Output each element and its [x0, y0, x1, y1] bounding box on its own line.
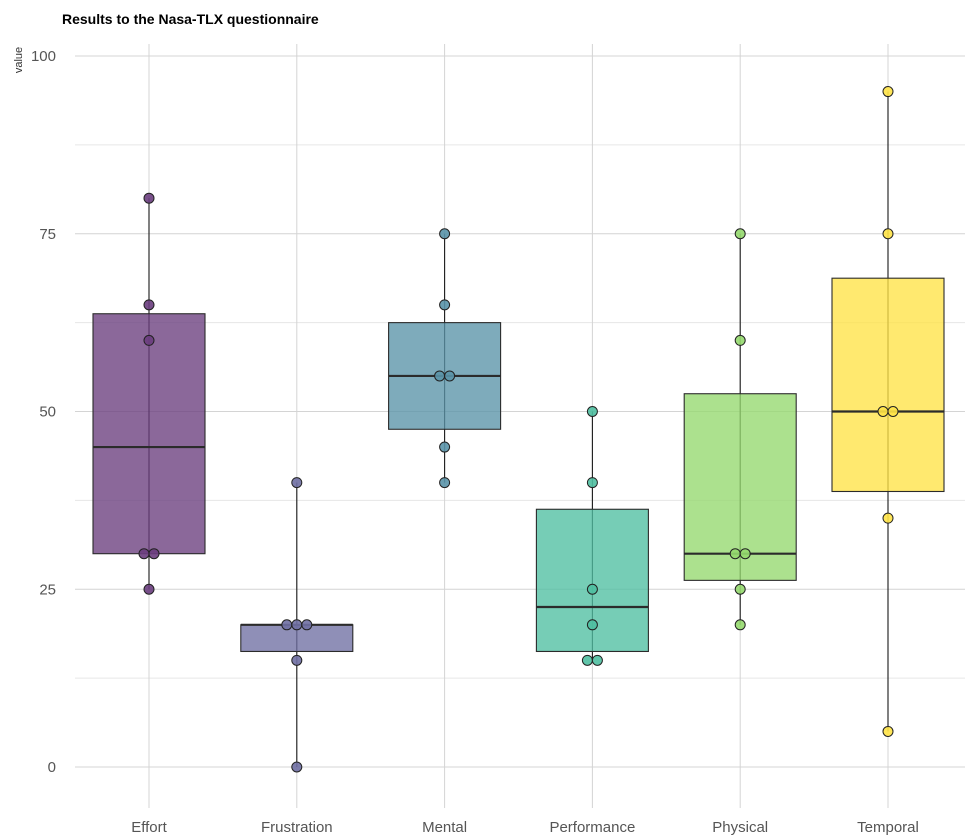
x-tick-label: Frustration: [261, 819, 333, 836]
data-point: [586, 583, 598, 595]
y-tick-label: 100: [31, 48, 56, 65]
data-point: [291, 619, 303, 631]
data-point: [887, 406, 899, 417]
data-point: [591, 654, 603, 666]
data-point: [281, 619, 293, 631]
axes: 0 25 50 75 100 Effort Frustration Mental Perform…: [31, 48, 919, 836]
data-point: [734, 619, 746, 631]
data-point: [143, 583, 155, 595]
data-point: [586, 406, 598, 417]
data-point: [734, 228, 746, 240]
data-point: [143, 192, 155, 204]
box-physical: [683, 393, 797, 581]
data-point: [148, 548, 160, 560]
data-point: [882, 725, 894, 737]
data-point: [729, 548, 741, 560]
data-point: [882, 228, 894, 240]
data-point: [877, 406, 889, 417]
box-temporal: [831, 277, 945, 493]
y-tick-label: 50: [39, 404, 56, 421]
x-tick-label: Effort: [131, 819, 167, 836]
data-point: [444, 370, 456, 382]
data-point: [143, 299, 155, 311]
data-points: [138, 86, 899, 773]
data-point: [882, 86, 894, 98]
data-point: [739, 548, 751, 560]
y-axis-label: value: [13, 47, 25, 73]
data-point: [434, 370, 446, 382]
data-point: [143, 334, 155, 346]
data-point: [734, 334, 746, 346]
data-point: [581, 654, 593, 666]
data-point: [586, 477, 598, 489]
boxes: [92, 91, 945, 767]
x-tick-label: Mental: [422, 819, 467, 836]
x-tick-label: Physical: [712, 819, 768, 836]
data-point: [301, 619, 313, 631]
x-tick-label: Performance: [549, 819, 635, 836]
data-point: [439, 441, 451, 453]
data-point: [586, 619, 598, 631]
chart-title: Results to the Nasa-TLX questionnaire: [62, 11, 319, 27]
data-point: [439, 299, 451, 311]
y-tick-label: 75: [39, 226, 56, 243]
data-point: [734, 583, 746, 595]
box-effort: [92, 313, 206, 555]
data-point: [291, 477, 303, 489]
data-point: [291, 761, 303, 773]
y-tick-label: 0: [48, 759, 56, 776]
data-point: [291, 654, 303, 666]
y-tick-label: 25: [39, 581, 56, 598]
x-tick-label: Temporal: [857, 819, 919, 836]
data-point: [439, 228, 451, 240]
data-point: [439, 477, 451, 489]
data-point: [882, 512, 894, 524]
data-point: [138, 548, 150, 560]
